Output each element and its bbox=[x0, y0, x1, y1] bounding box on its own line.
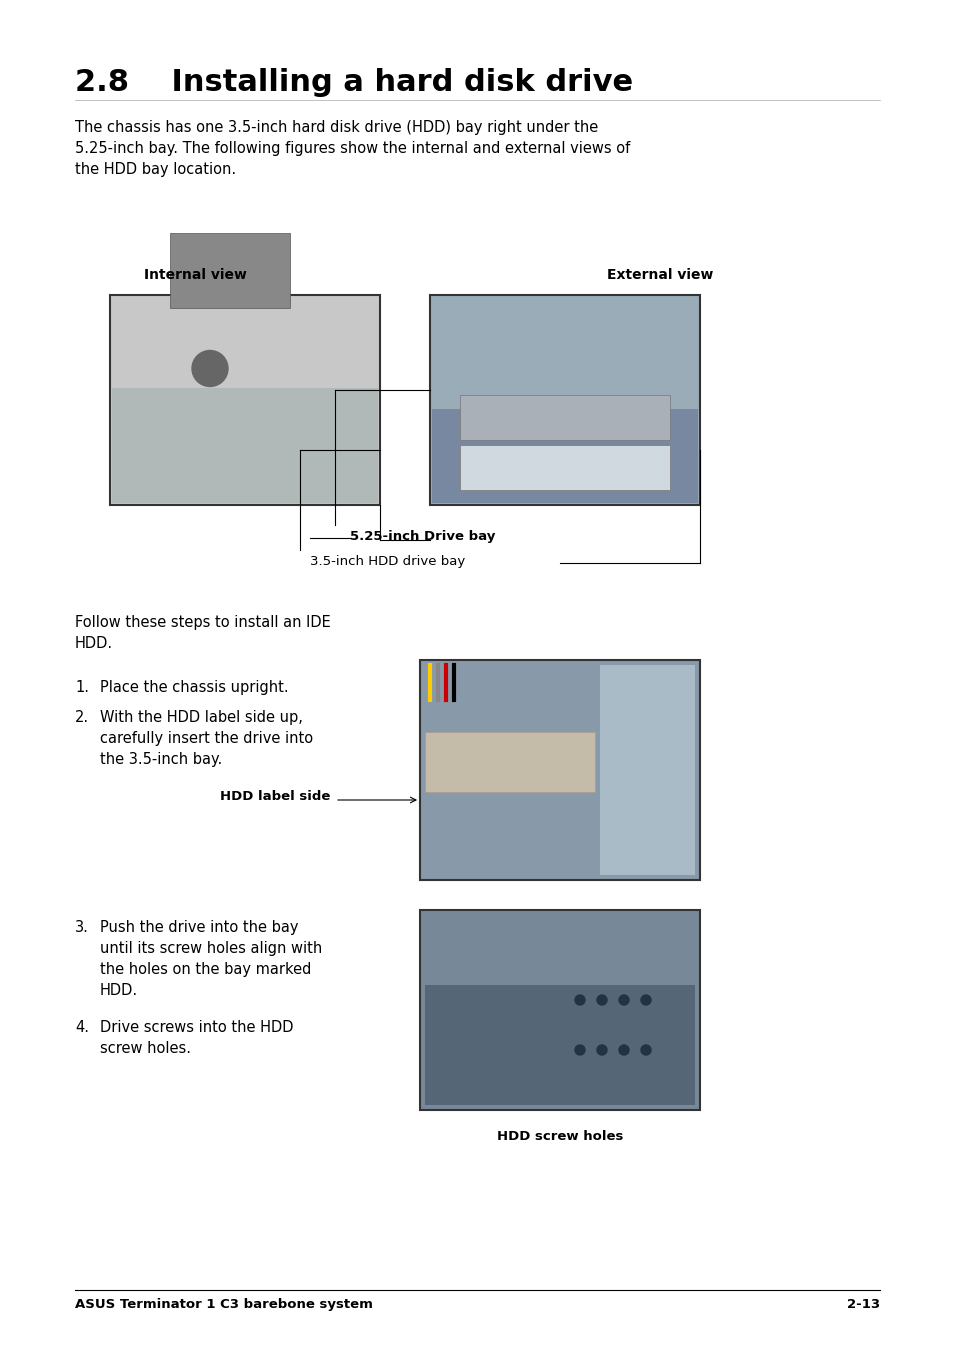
Bar bbox=[432, 408, 698, 503]
Text: The chassis has one 3.5-inch hard disk drive (HDD) bay right under the
5.25-inch: The chassis has one 3.5-inch hard disk d… bbox=[75, 120, 630, 177]
Circle shape bbox=[618, 994, 628, 1005]
Text: External view: External view bbox=[606, 267, 713, 282]
Text: Place the chassis upright.: Place the chassis upright. bbox=[100, 680, 289, 694]
Text: ASUS Terminator 1 C3 barebone system: ASUS Terminator 1 C3 barebone system bbox=[75, 1298, 373, 1310]
Text: 2.: 2. bbox=[75, 711, 89, 725]
Text: 3.: 3. bbox=[75, 920, 89, 935]
Bar bbox=[430, 295, 700, 505]
Circle shape bbox=[618, 1046, 628, 1055]
Bar bbox=[424, 732, 595, 792]
Text: Push the drive into the bay
until its screw holes align with
the holes on the ba: Push the drive into the bay until its sc… bbox=[100, 920, 322, 998]
Text: 5.25-inch Drive bay: 5.25-inch Drive bay bbox=[350, 530, 495, 543]
Text: 4.: 4. bbox=[75, 1020, 89, 1035]
Text: 1.: 1. bbox=[75, 680, 89, 694]
Text: HDD label side: HDD label side bbox=[219, 790, 330, 802]
Circle shape bbox=[575, 1046, 584, 1055]
Bar bbox=[459, 444, 669, 490]
Text: 2-13: 2-13 bbox=[846, 1298, 879, 1310]
Text: Drive screws into the HDD
screw holes.: Drive screws into the HDD screw holes. bbox=[100, 1020, 294, 1056]
Circle shape bbox=[192, 350, 228, 386]
Text: With the HDD label side up,
carefully insert the drive into
the 3.5-inch bay.: With the HDD label side up, carefully in… bbox=[100, 711, 313, 767]
Text: 3.5-inch HDD drive bay: 3.5-inch HDD drive bay bbox=[310, 555, 465, 567]
Text: Internal view: Internal view bbox=[143, 267, 246, 282]
Circle shape bbox=[575, 994, 584, 1005]
Text: 2.8    Installing a hard disk drive: 2.8 Installing a hard disk drive bbox=[75, 68, 633, 97]
Text: Follow these steps to install an IDE
HDD.: Follow these steps to install an IDE HDD… bbox=[75, 615, 331, 651]
Circle shape bbox=[640, 994, 650, 1005]
Bar bbox=[170, 232, 290, 308]
Bar bbox=[419, 661, 700, 880]
Text: HDD screw holes: HDD screw holes bbox=[497, 1129, 622, 1143]
Bar bbox=[110, 295, 379, 505]
Bar bbox=[599, 665, 695, 875]
Bar bbox=[112, 388, 377, 503]
Bar bbox=[424, 985, 695, 1105]
Bar bbox=[459, 394, 669, 440]
Bar bbox=[419, 911, 700, 1111]
Circle shape bbox=[597, 1046, 606, 1055]
Circle shape bbox=[597, 994, 606, 1005]
Circle shape bbox=[640, 1046, 650, 1055]
